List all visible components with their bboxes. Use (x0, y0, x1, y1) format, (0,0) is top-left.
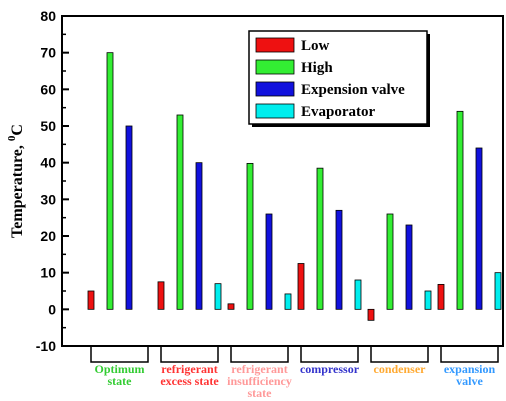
y-axis-label-sup: 0 (6, 135, 18, 141)
category-label: valve (456, 374, 483, 388)
y-tick-label: 80 (40, 8, 56, 24)
bar-high (176, 114, 184, 310)
y-axis-title: Temperature, 0C (6, 124, 26, 238)
category-label: excess state (160, 374, 219, 388)
legend-label: Evaporator (301, 104, 376, 120)
legend-label: Expension valve (301, 82, 405, 98)
y-tick-label: -10 (36, 338, 56, 354)
legend-swatch (255, 37, 295, 53)
y-axis-label-text: Temperature, (9, 141, 26, 238)
category-label: compressor (300, 362, 360, 376)
legend-label: High (301, 60, 333, 76)
legend-swatch (255, 81, 295, 97)
y-tick-label: 50 (40, 118, 56, 134)
bar-high (386, 213, 394, 310)
legend: Low High Expension valve Evaporator (248, 30, 430, 127)
y-tick-label: 0 (48, 301, 56, 317)
bar-evaporator (424, 290, 432, 310)
category-bracket (90, 347, 149, 363)
bar-low (87, 290, 95, 310)
category-bracket (440, 347, 499, 363)
bar-low (367, 308, 375, 321)
bar-low (157, 281, 165, 310)
y-tick-label: 10 (40, 265, 56, 281)
category-label: refrigerant (231, 362, 287, 376)
bar-evaporator (494, 272, 502, 310)
category-bracket (230, 347, 289, 363)
category-label: Optimum (94, 362, 144, 376)
bar-high (456, 110, 464, 310)
legend-swatch (255, 59, 295, 75)
bar-low (437, 283, 445, 310)
category-label: state (108, 374, 133, 388)
category-label: refrigerant (161, 362, 217, 376)
category-label: state (248, 386, 273, 400)
bar-low (227, 303, 235, 310)
bar-low (297, 263, 305, 310)
y-axis-label-unit: C (9, 124, 26, 136)
bar-expension-valve (195, 162, 203, 310)
y-tick-label: 60 (40, 81, 56, 97)
category-bracket (300, 347, 359, 363)
bar-expension-valve (265, 213, 273, 310)
y-tick-label: 20 (40, 228, 56, 244)
bar-evaporator (214, 283, 222, 310)
category-bracket (160, 347, 219, 363)
bar-high (246, 162, 254, 310)
category-label: condenser (374, 362, 427, 376)
axes: -10 0 10 20 30 40 50 60 70 80 (36, 8, 504, 354)
bar-high (316, 167, 324, 310)
category-label: expansion (444, 362, 496, 376)
bar-expension-valve (335, 209, 343, 310)
y-tick-label: 40 (40, 155, 56, 171)
legend-label: Low (301, 38, 330, 54)
y-tick-label: 30 (40, 191, 56, 207)
bar-evaporator (354, 279, 362, 310)
y-tick-label: 70 (40, 45, 56, 61)
category-bracket (370, 347, 429, 363)
category-label: insufficiency (227, 374, 292, 388)
bars (87, 52, 502, 321)
bar-high (106, 52, 114, 310)
bar-expension-valve (475, 147, 483, 310)
bar-evaporator (284, 293, 292, 310)
bar-expension-valve (405, 224, 413, 310)
bar-expension-valve (125, 125, 133, 310)
y-axis-label: Temperature, 0C (6, 124, 26, 238)
legend-swatch (255, 103, 295, 119)
